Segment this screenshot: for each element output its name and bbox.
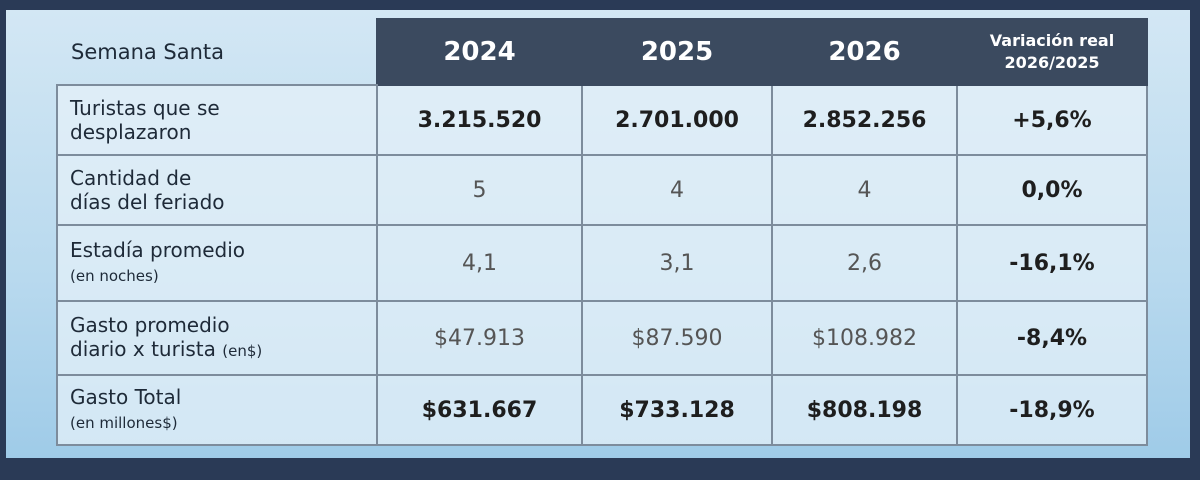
label-note: (en$) — [222, 342, 263, 360]
label-note: (en noches) — [70, 267, 159, 285]
row: Cantidad de días del feriado 5 4 4 0,0% — [56, 154, 1148, 226]
label-line: Gasto promedio — [70, 313, 230, 337]
label-line: Turistas que se — [70, 96, 220, 120]
panel: Semana Santa 2024 2025 2026 Variación re… — [6, 10, 1190, 458]
variation-cell: +5,6% — [956, 84, 1148, 156]
variation-cell: 0,0% — [956, 154, 1148, 226]
cell: 4,1 — [376, 224, 583, 302]
row-label: Gasto Total (en millones$) — [56, 374, 378, 446]
variation-header: Variación real 2026/2025 — [956, 18, 1148, 86]
cell: 4 — [581, 154, 773, 226]
label-line: Estadía promedio — [70, 238, 246, 262]
cell: $87.590 — [581, 300, 773, 376]
header-line: 2026/2025 — [1004, 53, 1100, 72]
row: Turistas que se desplazaron 3.215.520 2.7… — [56, 84, 1148, 156]
header-line: Variación real — [989, 31, 1115, 50]
label-note: (en millones$) — [70, 414, 178, 432]
row-label: Gasto promedio diario x turista (en$) — [56, 300, 378, 376]
cell: 3.215.520 — [376, 84, 583, 156]
row-label: Cantidad de días del feriado — [56, 154, 378, 226]
year-header: 2024 — [376, 18, 583, 86]
cell: 4 — [771, 154, 958, 226]
label-line: diario x turista — [70, 337, 216, 361]
cell: $108.982 — [771, 300, 958, 376]
cell: $631.667 — [376, 374, 583, 446]
cell: $47.913 — [376, 300, 583, 376]
header-row: Semana Santa 2024 2025 2026 Variación re… — [57, 18, 1148, 86]
row-label: Estadía promedio (en noches) — [56, 224, 378, 302]
year-header: 2026 — [771, 18, 958, 86]
cell: 2,6 — [771, 224, 958, 302]
row: Gasto Total (en millones$) $631.667 $733.… — [56, 374, 1148, 446]
corner-cell: Semana Santa — [57, 19, 377, 86]
cell: 2.852.256 — [771, 84, 958, 156]
label-line: Gasto Total — [70, 385, 182, 409]
cell: 5 — [376, 154, 583, 226]
variation-cell: -18,9% — [956, 374, 1148, 446]
row: Estadía promedio (en noches) 4,1 3,1 2,6 … — [56, 224, 1148, 302]
row: Gasto promedio diario x turista (en$) $47… — [56, 300, 1148, 376]
variation-cell: -8,4% — [956, 300, 1148, 376]
cell: 3,1 — [581, 224, 773, 302]
row-label: Turistas que se desplazaron — [56, 84, 378, 156]
label-line: Cantidad de — [70, 166, 192, 190]
label-line: desplazaron — [70, 120, 192, 144]
year-header: 2025 — [581, 18, 773, 86]
cell: $733.128 — [581, 374, 773, 446]
label-line: días del feriado — [70, 190, 225, 214]
cell: 2.701.000 — [581, 84, 773, 156]
variation-cell: -16,1% — [956, 224, 1148, 302]
table: Semana Santa 2024 2025 2026 Variación re… — [56, 18, 1148, 446]
cell: $808.198 — [771, 374, 958, 446]
